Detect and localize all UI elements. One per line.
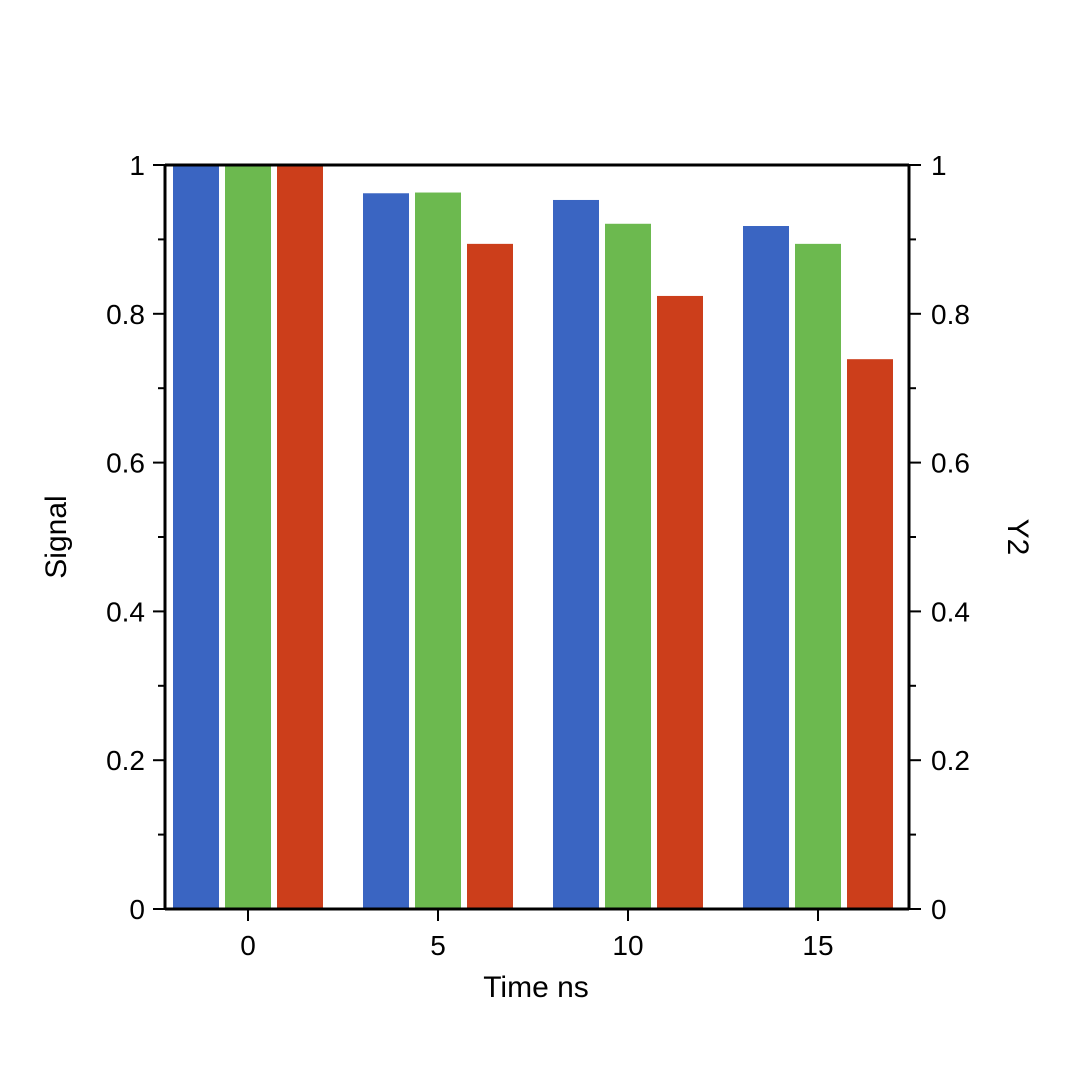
bar-5-series-1 [363,193,409,910]
bar-0-series-1 [173,165,219,909]
y2-tick-label: 0 [931,894,947,925]
y2-tick-label: 1 [931,150,947,181]
y2-tick-label: 0.4 [931,596,970,627]
x-tick-label: 10 [612,930,643,961]
axes-group [153,163,921,921]
y2-tick-label: 0.8 [931,299,970,330]
bars-group [173,165,893,910]
y-axis-title: Signal [40,495,73,578]
bar-10-series-2 [605,223,651,909]
bar-15-series-2 [795,243,841,909]
bar-0-series-2 [225,165,271,909]
bar-0-series-3 [277,165,323,909]
x-tick-label: 5 [430,930,446,961]
y-tick-label: 0.2 [106,745,145,776]
y2-axis-title: Y2 [1001,519,1034,556]
bar-5-series-2 [415,192,461,909]
x-tick-label: 15 [802,930,833,961]
y-tick-label: 0.8 [106,299,145,330]
y2-tick-label: 0.6 [931,448,970,479]
y-tick-label: 0.6 [106,448,145,479]
bar-10-series-1 [553,199,599,909]
y-tick-label: 1 [129,150,145,181]
y2-tick-label: 0.2 [931,745,970,776]
bar-5-series-3 [467,243,513,909]
x-tick-label: 0 [240,930,256,961]
y-tick-label: 0.4 [106,596,145,627]
labels-group: 0 00.2 0.20.4 0.40.6 0.60.8 0.81 10 5 10 15 [106,150,970,961]
x-axis-title: Time ns [483,971,589,1004]
y-tick-label: 0 [129,894,145,925]
bar-15-series-1 [743,226,789,909]
bar-15-series-3 [847,359,893,910]
bar-10-series-3 [657,295,703,910]
